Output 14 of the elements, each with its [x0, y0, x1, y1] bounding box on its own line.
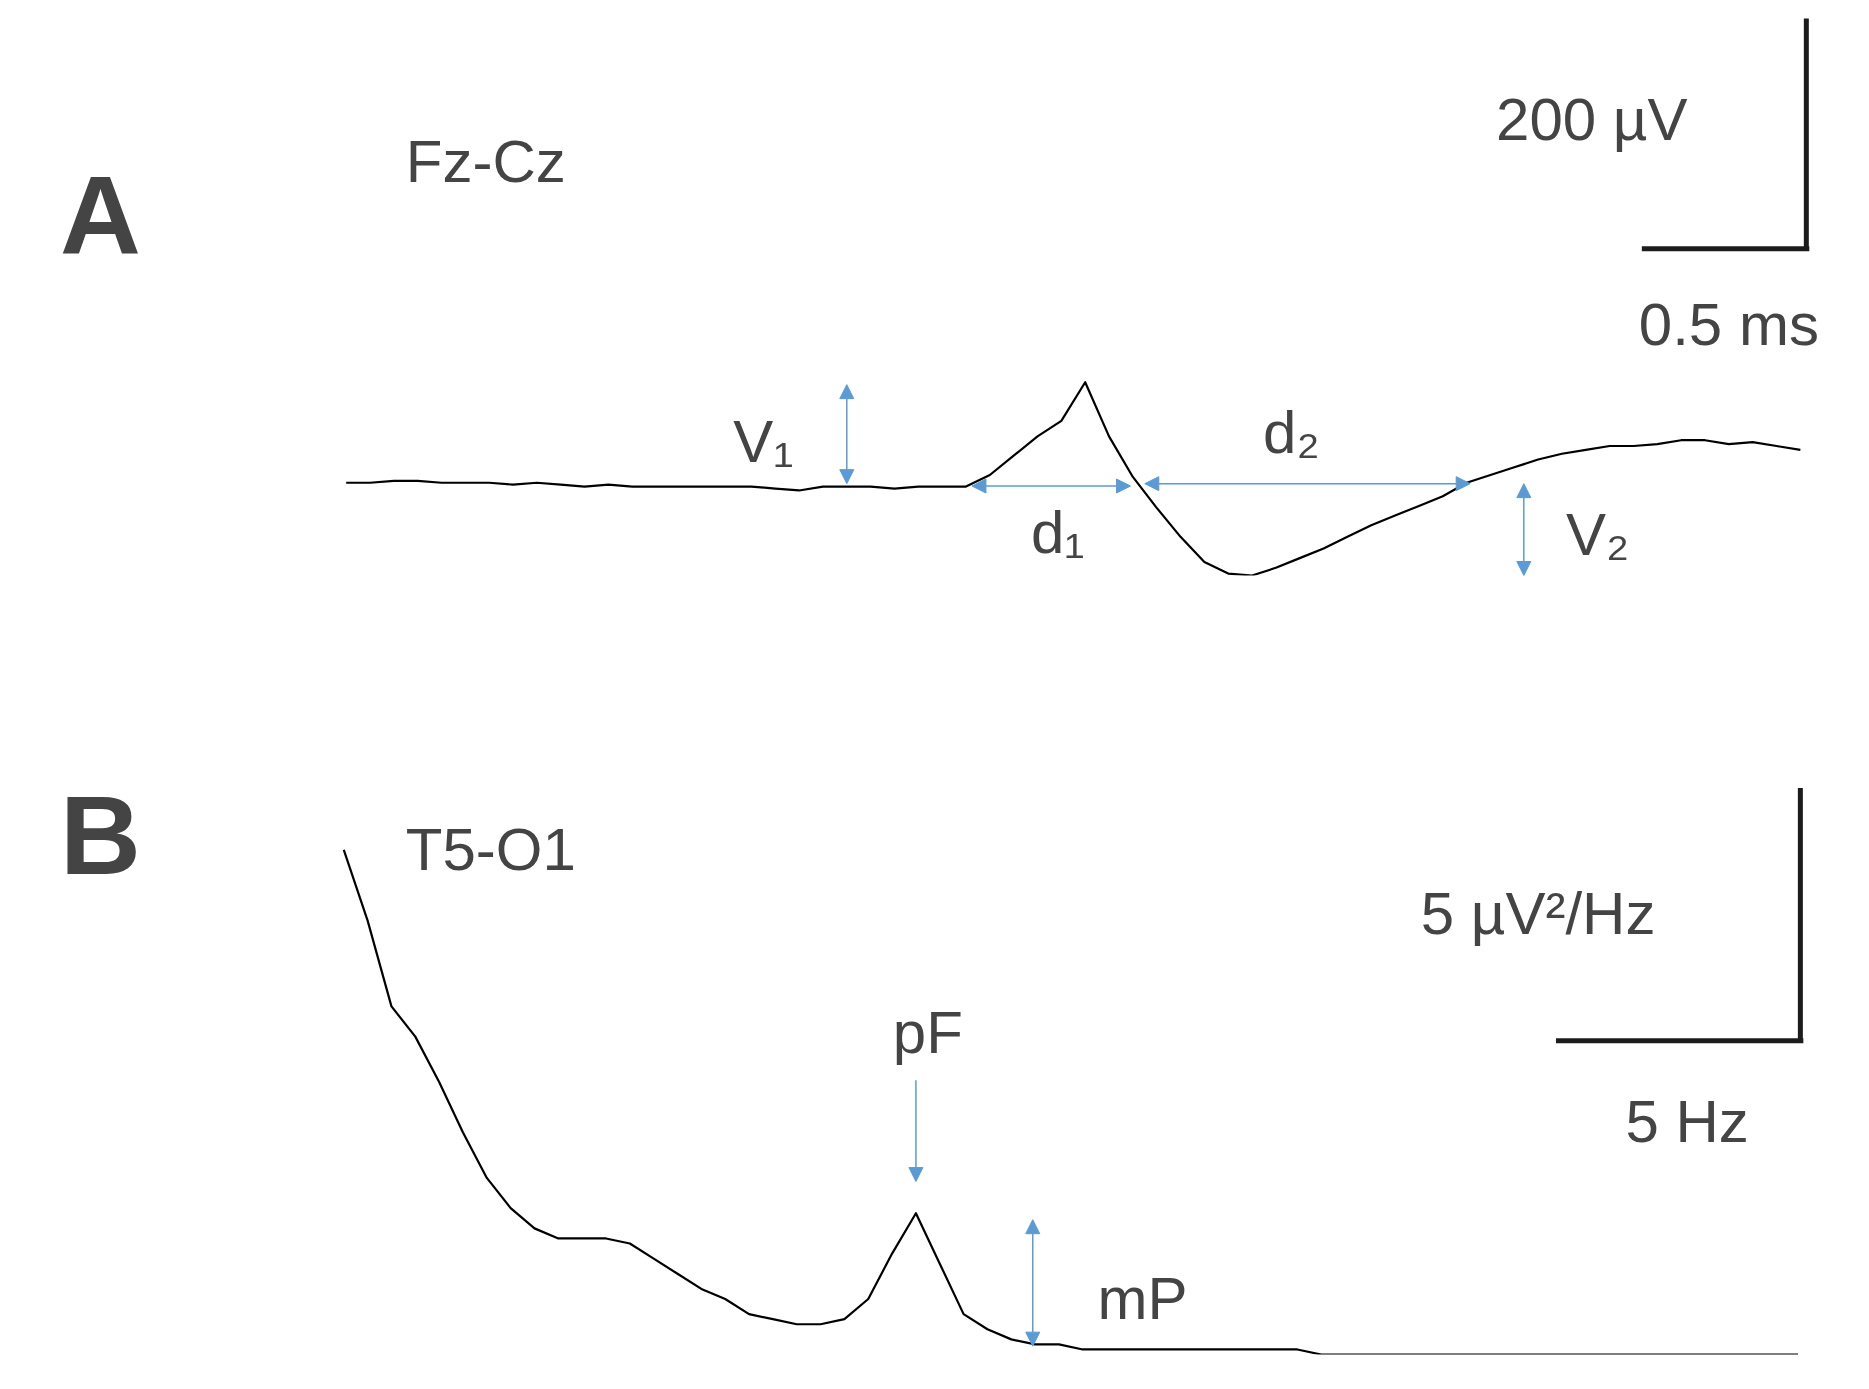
annotation: V₁: [733, 408, 794, 476]
text: 0.5 ms: [1638, 291, 1819, 359]
chart-title: B: [60, 773, 141, 899]
annotation: d₂: [1263, 398, 1320, 466]
annotation: 5 Hz: [1625, 1088, 1749, 1156]
annotation: mP: [1097, 1264, 1188, 1332]
annotation: pF: [892, 998, 963, 1066]
chart-subtitle: Fz-Cz: [405, 128, 566, 196]
annotation: V₂: [1566, 501, 1630, 569]
annotation: 5 µV²/Hz: [1420, 879, 1656, 947]
chart-subtitle: T5-O1: [405, 816, 576, 884]
chart-title: A: [60, 152, 141, 278]
text: 200 µV: [1496, 86, 1688, 154]
annotation: d₁: [1030, 499, 1085, 567]
